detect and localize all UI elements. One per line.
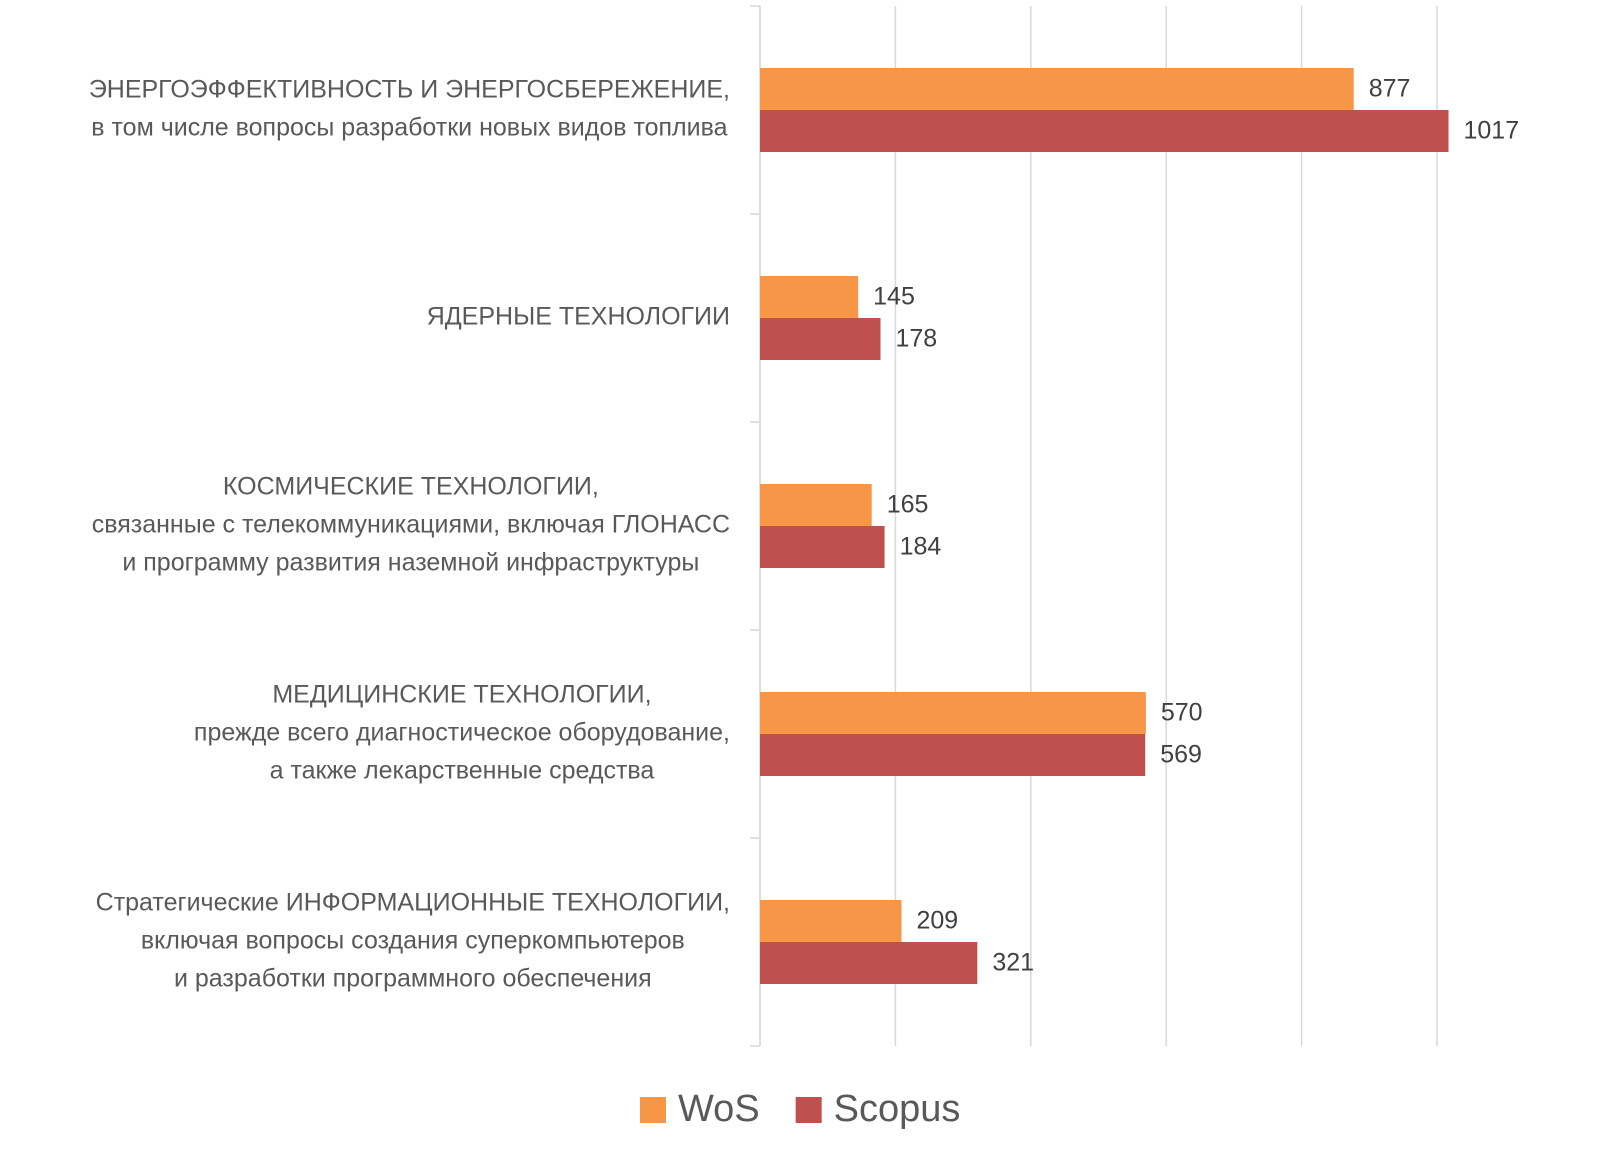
category-label: МЕДИЦИНСКИЕ ТЕХНОЛОГИИ, прежде всего диаг…: [194, 681, 730, 785]
legend-swatch: [795, 1097, 822, 1123]
legend-swatch: [640, 1097, 666, 1123]
value-label: 209: [916, 907, 958, 935]
value-label: 184: [900, 533, 942, 561]
bar: [760, 276, 859, 318]
category-label-line: ЯДЕРНЫЕ ТЕХНОЛОГИИ: [427, 303, 730, 331]
category-label: ЯДЕРНЫЕ ТЕХНОЛОГИИ: [427, 303, 730, 331]
value-label: 877: [1369, 75, 1411, 103]
bar: [760, 68, 1354, 110]
bar: [760, 110, 1449, 152]
category-label-line: ЭНЕРГОЭФФЕКТИВНОСТЬ И ЭНЕРГОСБЕРЕЖЕНИЕ,: [89, 76, 730, 104]
bar: [760, 734, 1146, 776]
category-label-line: Стратегические ИНФОРМАЦИОННЫЕ ТЕХНОЛОГИИ…: [96, 889, 730, 917]
value-label: 145: [873, 283, 915, 311]
bar: [760, 692, 1146, 734]
category-label-line: и разработки программного обеспечения: [174, 965, 652, 993]
category-label-line: прежде всего диагностическое оборудовани…: [194, 719, 730, 747]
value-label: 569: [1160, 741, 1202, 769]
value-label: 570: [1161, 699, 1203, 727]
value-label: 178: [896, 325, 938, 353]
category-label-line: включая вопросы создания суперкомпьютеро…: [141, 927, 685, 955]
category-label-line: в том числе вопросы разработки новых вид…: [91, 114, 727, 142]
legend-label: Scopus: [834, 1088, 961, 1130]
category-label-line: КОСМИЧЕСКИЕ ТЕХНОЛОГИИ,: [223, 473, 599, 501]
bar: [760, 900, 902, 942]
category-label: Стратегические ИНФОРМАЦИОННЫЕ ТЕХНОЛОГИИ…: [96, 889, 730, 993]
category-label-line: и программу развития наземной инфраструк…: [122, 549, 699, 577]
category-label-line: а также лекарственные средства: [270, 757, 655, 785]
category-label: ЭНЕРГОЭФФЕКТИВНОСТЬ И ЭНЕРГОСБЕРЕЖЕНИЕ, в…: [89, 76, 730, 142]
value-label: 165: [887, 491, 929, 519]
category-label: КОСМИЧЕСКИЕ ТЕХНОЛОГИИ, связанные с телек…: [92, 473, 730, 577]
category-label-line: связанные с телекоммуникациями, включая …: [92, 511, 730, 539]
bar: [760, 318, 881, 360]
bar: [760, 526, 885, 568]
bar: [760, 484, 872, 526]
bar: [760, 942, 978, 984]
value-label: 1017: [1464, 117, 1520, 145]
category-label-line: МЕДИЦИНСКИЕ ТЕХНОЛОГИИ,: [272, 681, 651, 709]
value-label: 321: [992, 949, 1034, 977]
legend-label: WoS: [678, 1088, 760, 1130]
